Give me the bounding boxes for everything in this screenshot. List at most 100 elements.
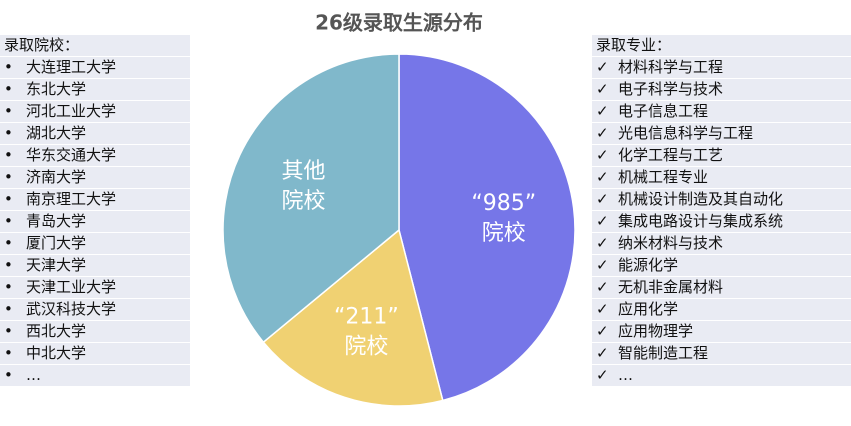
slice-label-line: 其他 — [281, 159, 325, 184]
bullet: ✓ — [596, 80, 609, 98]
bullet: • — [4, 366, 13, 384]
bullet: ✓ — [596, 102, 609, 120]
list-item: • 西北大学 — [0, 321, 190, 343]
item-text: 南京理工大学 — [26, 190, 117, 208]
item-text: 智能制造工程 — [618, 344, 709, 362]
school-list: 录取院校： • 大连理工大学 • 东北大学 • 河北工业大学 • 湖北大学 • 华东交通大学 • 济南大… — [0, 35, 190, 387]
bullet: • — [4, 234, 13, 252]
item-text: 河北工业大学 — [26, 102, 117, 120]
item-text: 湖北大学 — [26, 124, 87, 142]
bullet: ✓ — [596, 344, 609, 362]
chart-title: 26级录取生源分布 — [315, 11, 483, 35]
slice-label: 其他院校 — [281, 159, 325, 214]
bullet: • — [4, 102, 13, 120]
list-item: ✓ 集成电路设计与集成系统 — [592, 211, 851, 233]
bullet: ✓ — [596, 256, 609, 274]
bullet: • — [4, 58, 13, 76]
item-text: 大连理工大学 — [26, 58, 117, 76]
pie-slice — [262, 228, 444, 407]
bullet: • — [4, 344, 13, 362]
list-item: ✓… — [592, 365, 851, 387]
bullet: ✓ — [596, 322, 609, 340]
bullet: • — [4, 212, 13, 230]
item-text: 济南大学 — [26, 168, 87, 186]
item-text: 机械工程专业 — [618, 168, 709, 186]
item-text: 电子信息工程 — [618, 102, 709, 120]
item-text: 电子科学与技术 — [618, 80, 724, 98]
list-item: • 东北大学 — [0, 79, 190, 101]
item-text: 材料科学与工程 — [618, 58, 724, 76]
list-item: ✓ 电子科学与技术 — [592, 79, 851, 101]
slice-label: “211” 院校 — [334, 304, 399, 359]
major-list: 录取专业： ✓ 材料科学与工程 ✓ 电子科学与技术 ✓ 电子信息工程 ✓ 光电信息科学与工程 ✓ 化… — [592, 35, 851, 387]
bullet: • — [4, 278, 13, 296]
list-item: ✓ 机械工程专业 — [592, 167, 851, 189]
item-text: 能源化学 — [618, 256, 679, 274]
list-item: ✓ 机械设计制造及其自动化 — [592, 189, 851, 211]
item-text: 青岛大学 — [26, 212, 87, 230]
bullet: ✓ — [596, 146, 609, 164]
bullet: • — [4, 146, 13, 164]
item-text: 应用化学 — [618, 300, 679, 318]
list-item: ✓ 化学工程与工艺 — [592, 145, 851, 167]
bullet: • — [4, 256, 13, 274]
bullet: ✓ — [596, 234, 609, 252]
item-text: 天津工业大学 — [26, 278, 117, 296]
item-text: 化学工程与工艺 — [618, 146, 724, 164]
list-item: • 天津工业大学 — [0, 277, 190, 299]
list-item: ✓ 纳米材料与技术 — [592, 233, 851, 255]
bullet: ✓ — [596, 124, 609, 142]
bullet: ✓ — [596, 58, 609, 76]
slice-label: “985” 院校 — [471, 191, 536, 246]
pie-slice — [398, 53, 576, 402]
list-item: • 大连理工大学 — [0, 57, 190, 79]
list-item: • 湖北大学 — [0, 123, 190, 145]
list-item: • 青岛大学 — [0, 211, 190, 233]
pie-slice — [222, 53, 400, 344]
list-item: • 河北工业大学 — [0, 101, 190, 123]
slice-label-line: 院校 — [344, 334, 388, 359]
list-item: ✓ 应用化学 — [592, 299, 851, 321]
item-text: 应用物理学 — [618, 322, 694, 340]
list-item: • 天津大学 — [0, 255, 190, 277]
item-text: 机械设计制造及其自动化 — [618, 190, 784, 208]
list-item: ✓ 无机非金属材料 — [592, 277, 851, 299]
list-item: •… — [0, 365, 190, 387]
slice-label-line: “211” — [334, 304, 399, 329]
list-item: ✓ 应用物理学 — [592, 321, 851, 343]
bullet: ✓ — [596, 300, 609, 318]
item-text: 纳米材料与技术 — [618, 234, 724, 252]
bullet: ✓ — [596, 278, 609, 296]
bullet: • — [4, 322, 13, 340]
item-text: 中北大学 — [26, 344, 87, 362]
list-title: 录取院校： — [0, 35, 190, 57]
item-text: … — [26, 366, 41, 384]
list-item: • 华东交通大学 — [0, 145, 190, 167]
list-item: ✓ 智能制造工程 — [592, 343, 851, 365]
item-text: 华东交通大学 — [26, 146, 117, 164]
slice-label-line: 院校 — [482, 221, 526, 246]
item-text: 厦门大学 — [26, 234, 87, 252]
item-text: 无机非金属材料 — [618, 278, 724, 296]
list-item: • 中北大学 — [0, 343, 190, 365]
list-item: • 济南大学 — [0, 167, 190, 189]
list-item: • 南京理工大学 — [0, 189, 190, 211]
bullet: • — [4, 80, 13, 98]
item-text: 天津大学 — [26, 256, 87, 274]
bullet: ✓ — [596, 168, 609, 186]
item-text: 西北大学 — [26, 322, 87, 340]
item-text: 东北大学 — [26, 80, 87, 98]
list-item: ✓ 材料科学与工程 — [592, 57, 851, 79]
bullet: ✓ — [596, 366, 609, 384]
item-text: … — [618, 366, 633, 384]
list-item: ✓ 能源化学 — [592, 255, 851, 277]
slice-label-line: 院校 — [281, 189, 325, 214]
list-item: • 武汉科技大学 — [0, 299, 190, 321]
bullet: ✓ — [596, 190, 609, 208]
item-text: 武汉科技大学 — [26, 300, 117, 318]
bullet: • — [4, 190, 13, 208]
list-item: • 厦门大学 — [0, 233, 190, 255]
item-text: 光电信息科学与工程 — [618, 124, 754, 142]
list-item: ✓ 电子信息工程 — [592, 101, 851, 123]
